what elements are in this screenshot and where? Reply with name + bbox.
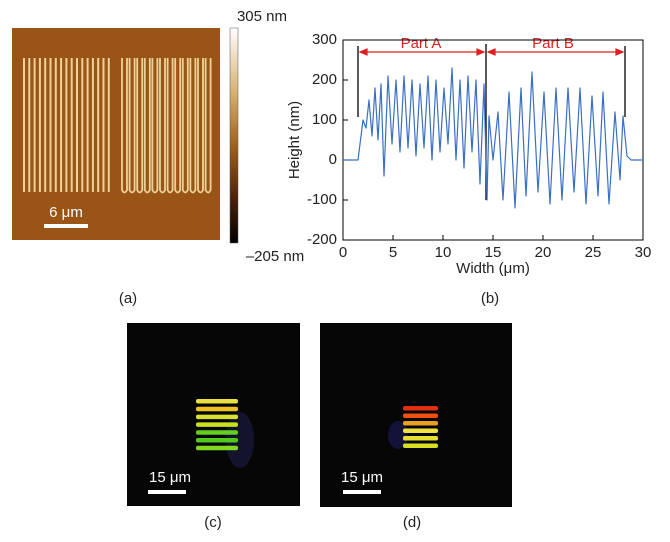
- arrowheads: [358, 48, 625, 56]
- stripes: [403, 406, 438, 448]
- ridge: [128, 58, 136, 194]
- stripe: [196, 445, 238, 451]
- x-tick-label: 30: [635, 244, 652, 261]
- scale-bar-label: 6 μm: [49, 204, 83, 221]
- stripe: [196, 430, 238, 435]
- y-tick-label: 0: [329, 151, 337, 168]
- ridge: [166, 58, 174, 194]
- scale-bar-label: 15 μm: [341, 469, 383, 486]
- scale-bar: [343, 490, 381, 494]
- afm-image: [12, 28, 220, 240]
- profile-line: [343, 67, 643, 209]
- y-tick-label: 300: [312, 31, 337, 48]
- x-tick-label: 15: [485, 244, 502, 261]
- x-tick-label: 25: [585, 244, 602, 261]
- ridge: [204, 58, 212, 194]
- ridge: [143, 58, 151, 194]
- stripe: [403, 436, 438, 441]
- stripe: [403, 443, 438, 448]
- stripe: [403, 406, 438, 411]
- x-axis-label: Width (μm): [456, 260, 530, 277]
- colorbar-min: –205 nm: [246, 248, 304, 265]
- ridge: [174, 58, 182, 194]
- stripe: [196, 438, 238, 443]
- stripe: [196, 399, 238, 404]
- fluorescence-image: [127, 323, 300, 506]
- ridge: [121, 58, 128, 194]
- afm-background: [12, 28, 220, 240]
- panel-label: (c): [204, 514, 222, 531]
- colorbar: [229, 27, 239, 244]
- annotation: Part B: [532, 35, 574, 52]
- stripes: [196, 399, 238, 451]
- x-tick-label: 0: [339, 244, 347, 261]
- colorbar-max: 305 nm: [237, 8, 287, 25]
- plot-frame: [342, 39, 644, 241]
- ridge: [136, 58, 144, 194]
- ridge: [197, 58, 204, 194]
- scale-bar-label: 15 μm: [149, 469, 191, 486]
- x-tick-label: 20: [535, 244, 552, 261]
- glow: [388, 421, 408, 449]
- panel-label: (b): [481, 290, 499, 307]
- stripe: [403, 421, 438, 426]
- stripe: [196, 414, 238, 420]
- y-tick-label: 200: [312, 71, 337, 88]
- scale-bar: [44, 224, 88, 228]
- panel-label: (d): [403, 514, 421, 531]
- scale-bar: [148, 490, 186, 494]
- x-tick-label: 10: [435, 244, 452, 261]
- stripe: [196, 422, 238, 427]
- ridge: [189, 58, 197, 194]
- ridge: [159, 58, 166, 194]
- annotation: Part A: [401, 35, 442, 52]
- stripe: [403, 428, 438, 433]
- y-tick-label: -200: [307, 231, 337, 248]
- panel-label: (a): [119, 290, 137, 307]
- part-arrows: [358, 48, 625, 56]
- y-tick-label: 100: [312, 111, 337, 128]
- stripe: [196, 406, 238, 412]
- y-tick-label: -100: [307, 191, 337, 208]
- ridge: [151, 58, 159, 194]
- ridge: [181, 58, 189, 194]
- y-axis-label: Height (nm): [286, 101, 303, 179]
- x-tick-label: 5: [389, 244, 397, 261]
- stripe: [403, 413, 438, 418]
